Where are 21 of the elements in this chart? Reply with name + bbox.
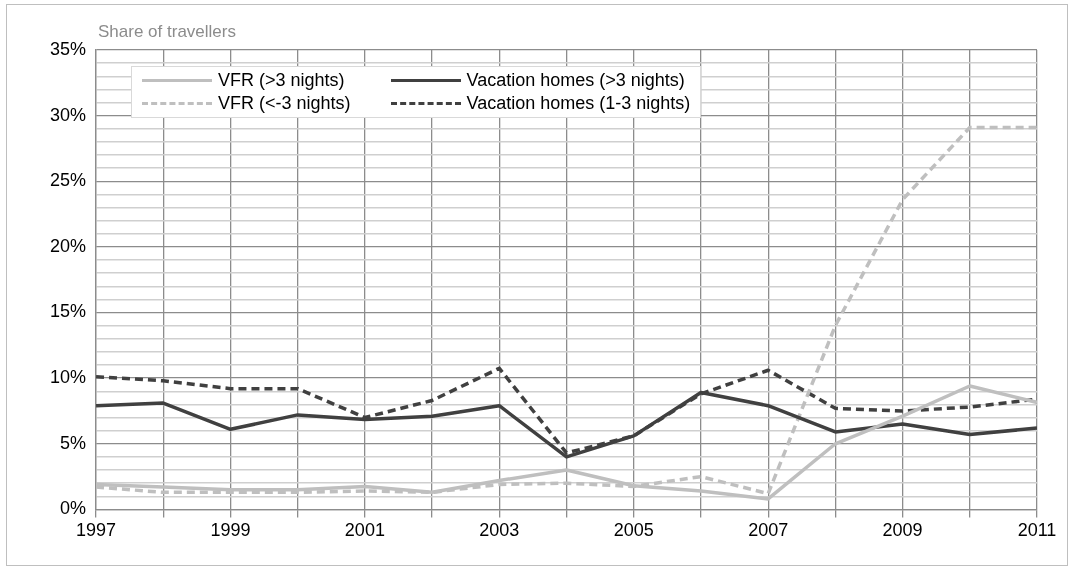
x-tick-label: 2007: [748, 520, 789, 541]
x-tick-label: 1999: [210, 520, 251, 541]
x-tick-label: 2005: [613, 520, 654, 541]
legend-label: VFR (>3 nights): [218, 70, 345, 91]
x-tick-label: 1997: [76, 520, 117, 541]
y-tick-label: 10%: [50, 367, 87, 388]
y-tick-label: 15%: [50, 301, 87, 322]
y-tick-label: 5%: [60, 432, 87, 453]
y-tick-label: 30%: [50, 104, 87, 125]
y-tick-label: 20%: [50, 235, 87, 256]
legend-label: VFR (<-3 nights): [218, 93, 351, 114]
x-tick-label: 2009: [882, 520, 923, 541]
y-tick-label: 0%: [60, 498, 87, 519]
y-tick-label: 25%: [50, 170, 87, 191]
x-tick-label: 2003: [479, 520, 520, 541]
legend-label: Vacation homes (>3 nights): [466, 70, 685, 91]
x-tick-label: 2011: [1017, 520, 1057, 541]
legend-label: Vacation homes (1-3 nights): [466, 93, 691, 114]
x-tick-label: 2001: [344, 520, 385, 541]
y-tick-label: 35%: [50, 38, 87, 59]
y-axis-title: Share of travellers: [98, 22, 236, 42]
